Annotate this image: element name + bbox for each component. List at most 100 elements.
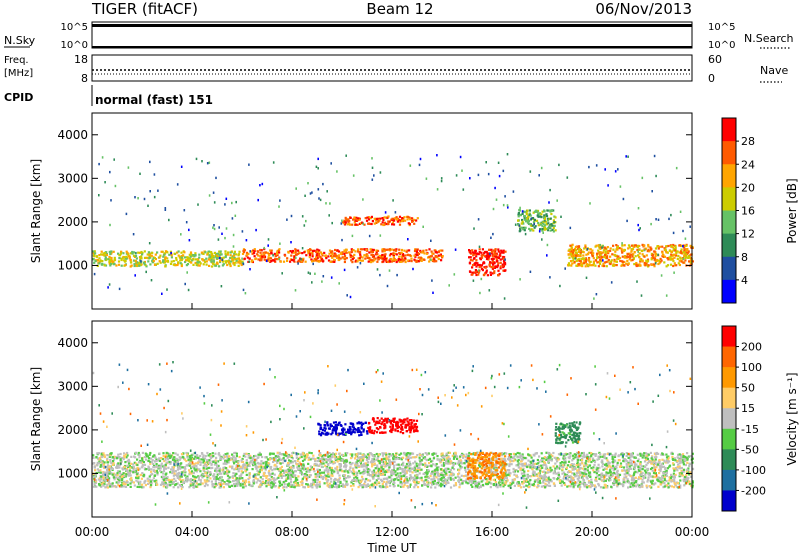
heatmap-cell <box>667 482 670 485</box>
heatmap-cell <box>556 199 558 202</box>
heatmap-cell <box>260 257 263 260</box>
heatmap-cell <box>207 479 210 483</box>
heatmap-cell <box>221 468 224 471</box>
heatmap-cell <box>554 467 557 470</box>
heatmap-cell <box>120 258 123 262</box>
heatmap-cell <box>250 484 253 487</box>
heatmap-cell <box>521 453 524 456</box>
heatmap-cell <box>387 220 390 223</box>
heatmap-cell <box>611 253 614 256</box>
cpid-label: CPID <box>4 91 33 104</box>
heatmap-cell <box>434 452 438 455</box>
heatmap-cell <box>416 454 419 457</box>
heatmap-cell <box>172 468 175 471</box>
heatmap-cell <box>319 255 322 259</box>
heatmap-cell <box>581 477 584 480</box>
heatmap-cell <box>677 453 680 456</box>
heatmap-cell <box>341 238 343 242</box>
heatmap-cell <box>534 479 537 482</box>
heatmap-cell <box>158 459 162 462</box>
heatmap-cell <box>606 465 609 468</box>
heatmap-cell <box>511 478 514 481</box>
heatmap-cell <box>637 207 640 210</box>
heatmap-cell <box>538 212 541 215</box>
heatmap-cell <box>287 463 291 466</box>
heatmap-cell <box>211 256 214 259</box>
heatmap-cell <box>501 454 504 457</box>
heatmap-cell <box>642 465 645 468</box>
heatmap-cell <box>683 484 686 487</box>
heatmap-cell <box>569 226 572 230</box>
heatmap-cell <box>566 471 570 474</box>
heatmap-cell <box>331 253 334 256</box>
heatmap-cell <box>353 221 356 224</box>
heatmap-cell <box>227 260 230 263</box>
heatmap-cell <box>318 470 321 473</box>
heatmap-cell <box>147 457 151 460</box>
heatmap-cell <box>138 261 141 265</box>
heatmap-cell <box>476 263 480 267</box>
heatmap-cell <box>639 264 642 267</box>
heatmap-cell <box>527 453 530 456</box>
heatmap-cell <box>388 269 391 272</box>
heatmap-cell <box>479 465 482 468</box>
heatmap-cell <box>609 262 612 266</box>
heatmap-cell <box>494 186 496 190</box>
heatmap-cell <box>609 255 612 258</box>
heatmap-cell <box>192 258 195 261</box>
heatmap-cell <box>661 465 664 469</box>
heatmap-cell <box>133 263 136 266</box>
heatmap-cell <box>411 220 414 223</box>
heatmap-cell <box>512 190 515 193</box>
heatmap-cell <box>583 247 586 250</box>
heatmap-cell <box>332 462 335 465</box>
heatmap-cell <box>381 217 384 220</box>
heatmap-cell <box>355 471 358 474</box>
heatmap-cell <box>466 482 469 485</box>
heatmap-cell <box>622 453 625 456</box>
heatmap-cell <box>139 251 142 254</box>
heatmap-cell <box>539 228 542 231</box>
heatmap-cell <box>543 217 546 221</box>
heatmap-cell <box>449 476 452 480</box>
heatmap-cell <box>124 475 127 478</box>
heatmap-cell <box>163 477 166 480</box>
heatmap-cell <box>148 254 151 257</box>
heatmap-cell <box>384 462 387 465</box>
heatmap-cell <box>612 469 615 472</box>
heatmap-cell <box>357 452 360 455</box>
heatmap-cell <box>436 256 439 259</box>
heatmap-cell <box>605 457 608 460</box>
heatmap-cell <box>186 263 190 266</box>
heatmap-cell <box>544 486 547 489</box>
heatmap-cell <box>562 454 565 457</box>
heatmap-cell <box>294 249 297 252</box>
heatmap-cell <box>687 250 690 253</box>
heatmap-cell <box>197 203 199 206</box>
heatmap-cell <box>370 261 373 264</box>
heatmap-cell <box>336 469 339 472</box>
heatmap-cell <box>586 469 589 472</box>
heatmap-cell <box>533 226 536 229</box>
heatmap-cell <box>593 453 596 456</box>
heatmap-cell <box>569 244 572 247</box>
heatmap-cell <box>500 459 503 462</box>
heatmap-cell <box>150 457 153 460</box>
heatmap-cell <box>617 257 620 260</box>
heatmap-cell <box>257 254 260 257</box>
heatmap-cell <box>615 264 618 267</box>
heatmap-cell <box>497 269 500 272</box>
heatmap-cell <box>585 253 588 256</box>
heatmap-cell <box>317 157 319 161</box>
heatmap-cell <box>613 472 616 475</box>
heatmap-cell <box>351 234 354 238</box>
heatmap-cell <box>110 485 113 488</box>
heatmap-cell <box>321 260 325 263</box>
heatmap-cell <box>491 272 494 275</box>
heatmap-cell <box>231 217 234 220</box>
heatmap-cell <box>564 267 566 270</box>
heatmap-cell <box>248 461 251 464</box>
heatmap-cell <box>361 248 364 251</box>
heatmap-cell <box>209 473 212 476</box>
heatmap-cell <box>98 162 100 166</box>
